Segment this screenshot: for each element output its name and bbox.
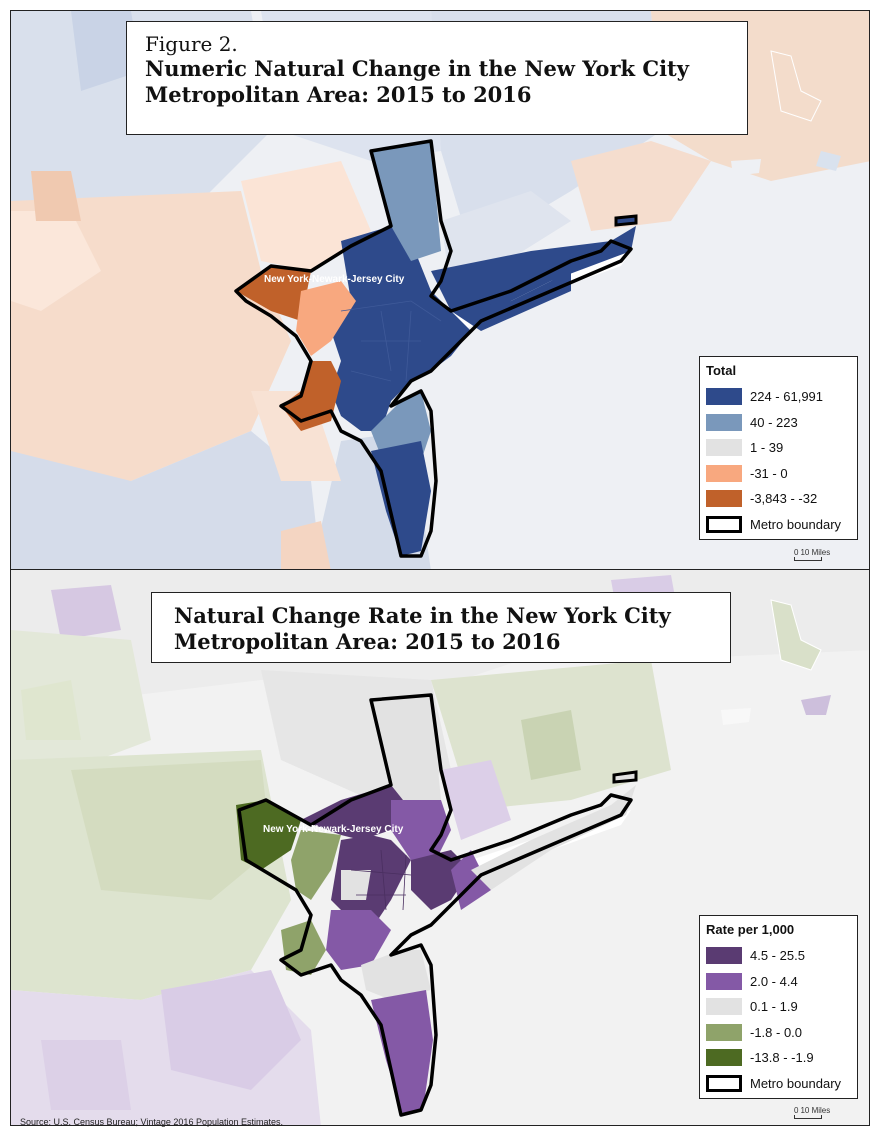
legend-label: -13.8 - -1.9 <box>750 1050 814 1066</box>
legend-item: -3,843 - -32 <box>706 486 851 512</box>
legend-swatch <box>706 972 742 990</box>
legend-label: Metro boundary <box>750 1075 842 1091</box>
scale-distance: 10 Miles <box>800 548 831 557</box>
legend-swatch <box>706 490 742 508</box>
legend-swatch <box>706 998 742 1016</box>
scale-distance: 10 Miles <box>800 1106 831 1115</box>
numeric-change-map-panel: New York-Newark-Jersey City Figure 2. Nu… <box>10 10 870 570</box>
scale-zero: 0 <box>794 1106 799 1115</box>
title-box: Figure 2. Numeric Natural Change in the … <box>126 21 748 135</box>
legend-label: 0.1 - 1.9 <box>750 999 798 1015</box>
scale-bar: 0 10 Miles <box>794 548 830 561</box>
legend-item: -13.8 - -1.9 <box>706 1045 851 1071</box>
rate-map-panel: New York-Newark-Jersey City Natural Chan… <box>10 569 870 1126</box>
legend-item: 0.1 - 1.9 <box>706 994 851 1020</box>
legend-title: Total <box>706 363 737 378</box>
legend-label: 1 - 39 <box>750 440 784 456</box>
metro-area-label: New York-Newark-Jersey City <box>264 274 405 285</box>
legend-total: Total 224 - 61,991 40 - 223 1 - 39 -31 -… <box>699 356 858 540</box>
legend-label: 224 - 61,991 <box>750 389 824 405</box>
legend-label: -31 - 0 <box>750 465 788 481</box>
scale-bar-line <box>794 557 822 561</box>
figure-label: Figure 2. <box>145 32 238 56</box>
scale-zero: 0 <box>794 548 799 557</box>
map-title: Natural Change Rate in the New York City… <box>174 603 671 654</box>
legend-label: Metro boundary <box>750 516 842 532</box>
legend-swatch-boundary <box>706 515 742 533</box>
legend-swatch <box>706 947 742 965</box>
legend-label: 2.0 - 4.4 <box>750 973 798 989</box>
legend-item: 1 - 39 <box>706 435 851 461</box>
legend-label: 40 - 223 <box>750 414 798 430</box>
legend-label: -1.8 - 0.0 <box>750 1024 803 1040</box>
legend-item: 2.0 - 4.4 <box>706 969 851 995</box>
legend-swatch <box>706 413 742 431</box>
legend-item: Metro boundary <box>706 1071 851 1097</box>
legend-item: 4.5 - 25.5 <box>706 943 851 969</box>
scale-bar-line <box>794 1115 822 1119</box>
source-note: Source: U.S. Census Bureau; Vintage 2016… <box>20 1117 283 1127</box>
legend-label: 4.5 - 25.5 <box>750 948 805 964</box>
legend-item: -1.8 - 0.0 <box>706 1020 851 1046</box>
legend-label: -3,843 - -32 <box>750 491 818 507</box>
legend-swatch <box>706 439 742 457</box>
legend-swatch <box>706 1023 742 1041</box>
legend-title: Rate per 1,000 <box>706 922 795 937</box>
legend-rate: Rate per 1,000 4.5 - 25.5 2.0 - 4.4 0.1 … <box>699 915 858 1099</box>
title-box: Natural Change Rate in the New York City… <box>151 592 731 663</box>
legend-item: 40 - 223 <box>706 410 851 436</box>
metro-area-label: New York-Newark-Jersey City <box>263 824 404 835</box>
legend-item: Metro boundary <box>706 512 851 538</box>
legend-swatch <box>706 388 742 406</box>
legend-swatch-boundary <box>706 1074 742 1092</box>
legend-item: -31 - 0 <box>706 461 851 487</box>
legend-swatch <box>706 1049 742 1067</box>
map-title: Numeric Natural Change in the New York C… <box>145 56 689 107</box>
legend-item: 224 - 61,991 <box>706 384 851 410</box>
scale-bar: 0 10 Miles <box>794 1106 830 1119</box>
legend-swatch <box>706 464 742 482</box>
